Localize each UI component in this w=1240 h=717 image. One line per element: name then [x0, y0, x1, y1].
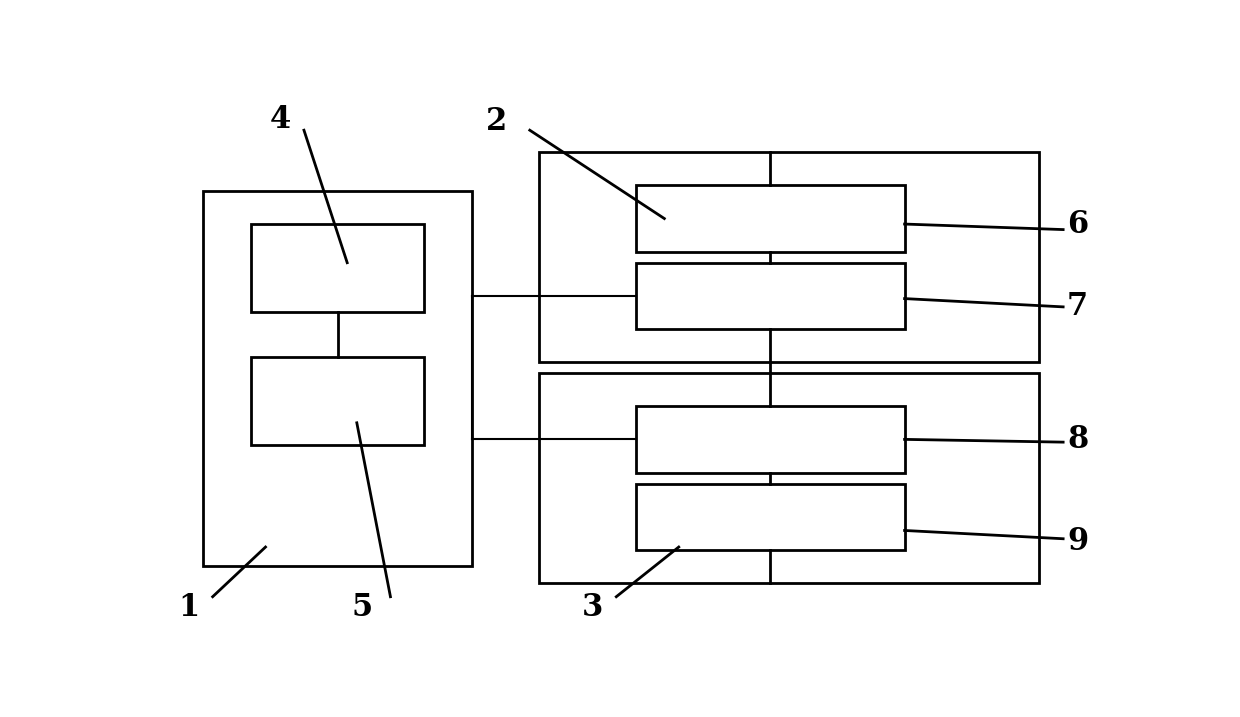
- Bar: [635, 407, 905, 473]
- Bar: [539, 373, 1039, 583]
- Bar: [539, 152, 1039, 362]
- Text: 8: 8: [1066, 424, 1089, 455]
- Text: 6: 6: [1066, 209, 1089, 239]
- Text: 9: 9: [1066, 526, 1089, 557]
- Text: 1: 1: [179, 592, 200, 623]
- Bar: [635, 186, 905, 252]
- Text: 2: 2: [486, 106, 507, 138]
- Text: 5: 5: [351, 592, 372, 623]
- Text: 4: 4: [269, 104, 290, 135]
- Bar: [635, 483, 905, 550]
- Text: 3: 3: [582, 592, 603, 623]
- Text: 7: 7: [1066, 291, 1089, 323]
- Bar: [635, 262, 905, 329]
- Bar: [203, 191, 472, 566]
- Bar: [250, 356, 424, 445]
- Bar: [250, 224, 424, 313]
